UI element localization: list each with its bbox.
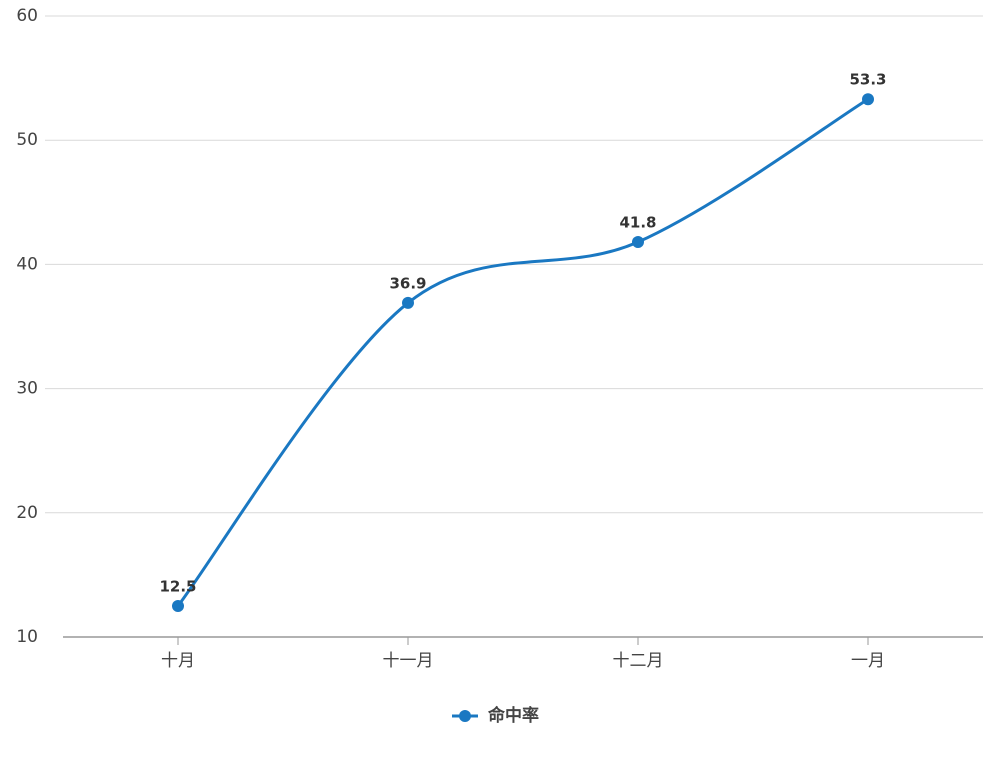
data-label: 36.9 bbox=[389, 274, 426, 292]
y-tick-label: 60 bbox=[16, 6, 38, 26]
legend-item[interactable]: 命中率 bbox=[452, 705, 539, 726]
x-tick-label: 十二月 bbox=[613, 651, 664, 671]
legend-label: 命中率 bbox=[487, 705, 539, 726]
x-tick-label: 十月 bbox=[161, 651, 195, 671]
y-tick-label: 30 bbox=[16, 379, 38, 399]
y-tick-label: 50 bbox=[16, 130, 38, 150]
point bbox=[632, 236, 644, 249]
y-tick-label: 10 bbox=[16, 627, 38, 647]
data-label: 41.8 bbox=[619, 214, 656, 232]
data-label: 53.3 bbox=[849, 71, 886, 89]
y-tick-label: 40 bbox=[16, 254, 38, 274]
line bbox=[176, 97, 869, 607]
legend-marker bbox=[459, 710, 471, 722]
point bbox=[172, 599, 184, 612]
point bbox=[862, 93, 874, 106]
y-tick-label: 20 bbox=[16, 503, 38, 523]
x-tick-label: 一月 bbox=[851, 651, 885, 671]
data-label: 12.5 bbox=[159, 577, 196, 595]
x-tick-label: 十一月 bbox=[383, 651, 434, 671]
point bbox=[402, 296, 414, 309]
